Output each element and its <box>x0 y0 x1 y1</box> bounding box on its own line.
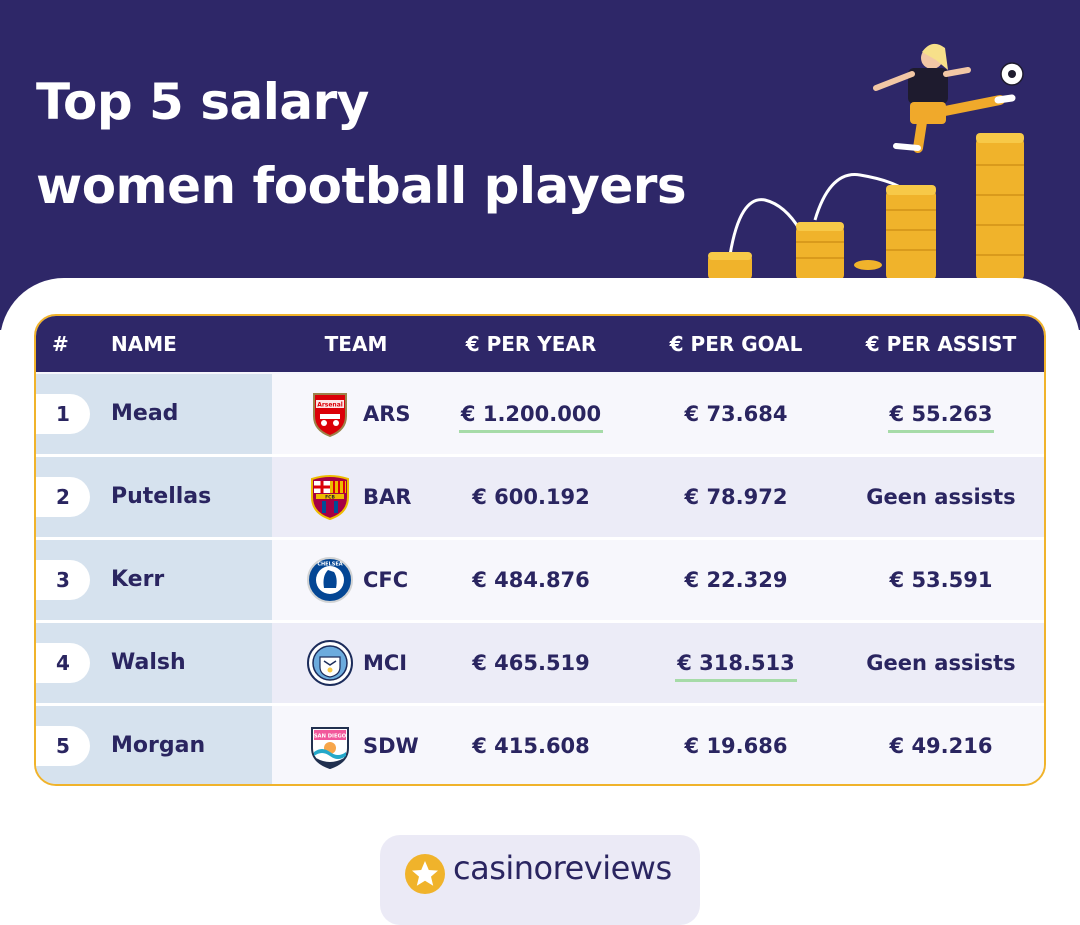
barcelona-crest-icon: FCB <box>311 475 349 521</box>
column-per-goal: € PER GOAL <box>669 332 803 356</box>
per-assist-value: Geen assists <box>866 485 1016 509</box>
per-assist-value: € 55.263 <box>841 374 1041 454</box>
table-header: # NAME TEAM € PER YEAR € PER GOAL € PER … <box>36 316 1044 372</box>
svg-text:FCB: FCB <box>325 495 335 501</box>
team-code: CFC <box>363 568 409 592</box>
star-icon <box>405 854 445 894</box>
per-goal-value: € 73.684 <box>684 402 788 426</box>
per-goal-value: € 78.972 <box>684 485 788 509</box>
svg-text:CHELSEA: CHELSEA <box>317 562 342 568</box>
san-diego-wave-crest-icon: SAN DIEGO <box>311 727 349 770</box>
table-row: 2 Putellas FCB BAR € 600.192 € 78.972 Ge… <box>36 457 1044 537</box>
per-goal-value: € 19.686 <box>684 734 788 758</box>
player-name: Walsh <box>111 650 186 675</box>
arsenal-crest-icon: Arsenal <box>313 393 347 438</box>
rank-badge: 5 <box>36 726 90 766</box>
per-goal-value: € 22.329 <box>684 568 788 592</box>
table-row: 4 Walsh MCI € 465.519 € 318.513 Geen ass… <box>36 623 1044 703</box>
column-team: TEAM <box>324 332 388 356</box>
table-row: 5 Morgan SAN DIEGO SDW € 415.608 € 19.68… <box>36 706 1044 784</box>
column-rank: # <box>52 332 69 356</box>
per-year-value: € 484.876 <box>472 568 590 592</box>
per-assist-value: Geen assists <box>866 651 1016 675</box>
player-figure <box>873 43 1016 153</box>
player-name: Kerr <box>111 567 165 592</box>
salary-table: # NAME TEAM € PER YEAR € PER GOAL € PER … <box>34 314 1046 786</box>
page-title: Top 5 salary women football players <box>36 60 687 228</box>
per-year-value: € 600.192 <box>472 485 590 509</box>
svg-text:Arsenal: Arsenal <box>317 402 343 409</box>
coin-stack-4 <box>976 133 1024 280</box>
per-goal-value: € 318.513 <box>636 623 836 703</box>
team-code: SDW <box>363 734 419 758</box>
team-code: ARS <box>363 402 411 426</box>
per-assist-value: € 49.216 <box>889 734 993 758</box>
table-row: 1 Mead Arsenal ARS € 1.200.000 € 73.684 … <box>36 374 1044 454</box>
rank-badge: 1 <box>36 394 90 434</box>
single-coin <box>854 260 882 270</box>
chelsea-crest-icon: CHELSEA <box>307 557 353 603</box>
coin-stack-2 <box>796 222 844 280</box>
football-player-coins-illustration <box>708 43 1024 280</box>
svg-text:SAN DIEGO: SAN DIEGO <box>314 734 347 740</box>
player-name: Morgan <box>111 733 206 758</box>
per-year-value: € 1.200.000 <box>431 374 631 454</box>
team-code: BAR <box>363 485 412 509</box>
column-per-year: € PER YEAR <box>465 332 597 356</box>
title-line-2: women football players <box>36 157 687 215</box>
rank-badge: 3 <box>36 560 90 600</box>
header-banner: Top 5 salary women football players <box>0 0 1080 330</box>
column-name: NAME <box>111 332 177 356</box>
rank-badge: 2 <box>36 477 90 517</box>
player-name: Putellas <box>111 484 212 509</box>
brand-name: casinoreviews <box>453 849 672 887</box>
brand-logo: casinoreviews <box>380 835 700 925</box>
coin-stack-1 <box>708 252 752 280</box>
coin-stack-3 <box>886 185 936 280</box>
per-year-value: € 415.608 <box>472 734 590 758</box>
manchester-city-crest-icon <box>307 640 353 686</box>
football-icon <box>1000 62 1024 86</box>
rank-badge: 4 <box>36 643 90 683</box>
per-year-value: € 465.519 <box>472 651 590 675</box>
table-row: 3 Kerr CHELSEA CFC € 484.876 € 22.329 € … <box>36 540 1044 620</box>
title-line-1: Top 5 salary <box>36 73 369 131</box>
per-assist-value: € 53.591 <box>889 568 993 592</box>
player-name: Mead <box>111 401 179 426</box>
team-code: MCI <box>363 651 408 675</box>
column-per-assist: € PER ASSIST <box>865 332 1017 356</box>
